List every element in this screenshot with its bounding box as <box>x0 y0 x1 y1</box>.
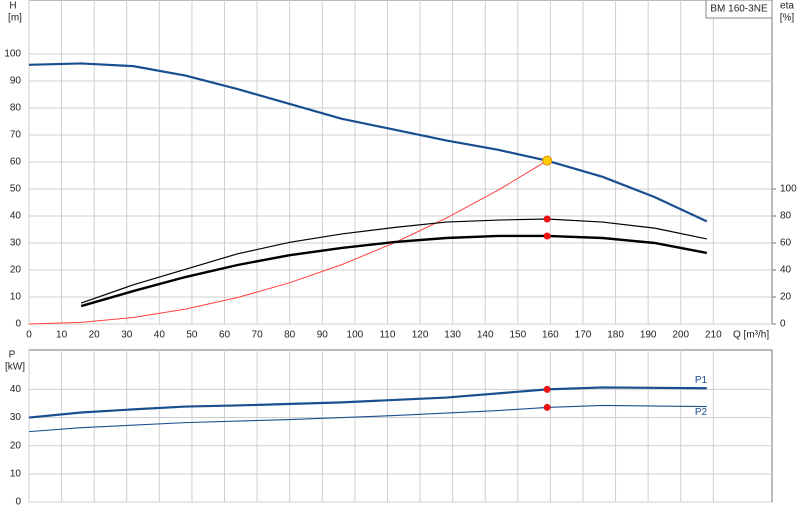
y-tick-label: 20 <box>10 440 22 451</box>
y-tick-label: 60 <box>10 157 22 168</box>
y2-tick-label: 20 <box>780 292 792 303</box>
y-tick-label: 30 <box>10 412 22 423</box>
y-tick-label: 80 <box>10 103 22 114</box>
x-tick-label: 150 <box>509 330 526 341</box>
curve <box>28 404 707 433</box>
y-tick-label: 10 <box>10 292 22 303</box>
x-tick-label: 90 <box>317 330 329 341</box>
x-axis-label: Q [m³/h] <box>733 330 769 341</box>
y-axis-unit: [kW] <box>5 362 25 373</box>
curve <box>80 218 707 304</box>
curve <box>28 62 708 223</box>
x-tick-label: 170 <box>575 330 592 341</box>
x-tick-label: 20 <box>89 330 101 341</box>
x-tick-label: 60 <box>219 330 231 341</box>
curve <box>80 234 708 308</box>
y2-axis-unit: [%] <box>780 13 795 24</box>
y-tick-label: 50 <box>10 184 22 195</box>
y2-axis-label: eta <box>780 1 794 12</box>
series-label: P1 <box>695 375 708 386</box>
y-tick-label: 70 <box>10 130 22 141</box>
x-tick-label: 130 <box>444 330 461 341</box>
y2-tick-label: 0 <box>780 319 786 330</box>
operating-point <box>543 403 551 411</box>
x-tick-label: 190 <box>640 330 657 341</box>
x-tick-label: 210 <box>705 330 722 341</box>
x-tick-label: 100 <box>347 330 364 341</box>
x-tick-label: 70 <box>252 330 264 341</box>
y-axis-label: P <box>9 350 16 361</box>
y2-tick-label: 100 <box>780 184 797 195</box>
operating-point <box>542 155 553 166</box>
x-tick-label: 50 <box>186 330 198 341</box>
y-tick-label: 40 <box>10 211 22 222</box>
x-tick-label: 110 <box>379 330 395 341</box>
y-axis-label: H <box>9 1 16 12</box>
plot-area <box>28 349 773 503</box>
y2-tick-label: 40 <box>780 265 792 276</box>
curve <box>28 386 707 419</box>
y-axis-unit: [m] <box>8 13 22 24</box>
x-tick-label: 160 <box>542 330 559 341</box>
y-tick-label: 0 <box>15 319 21 330</box>
y-tick-label: 0 <box>15 497 21 508</box>
y2-tick-label: 60 <box>780 238 792 249</box>
chart-title: BM 160-3NE <box>710 4 768 15</box>
series-label: P2 <box>695 407 708 418</box>
x-tick-label: 30 <box>121 330 133 341</box>
operating-point <box>543 232 551 240</box>
y-tick-label: 30 <box>10 238 22 249</box>
operating-point <box>543 385 551 393</box>
y2-tick-label: 80 <box>780 211 792 222</box>
x-tick-label: 80 <box>284 330 296 341</box>
y-tick-label: 90 <box>10 76 22 87</box>
x-tick-label: 40 <box>154 330 166 341</box>
x-tick-label: 0 <box>26 330 32 341</box>
y-tick-label: 100 <box>4 49 21 60</box>
y-tick-label: 40 <box>10 384 22 395</box>
x-tick-label: 180 <box>607 330 624 341</box>
operating-point <box>543 215 551 223</box>
x-tick-label: 10 <box>56 330 68 341</box>
y-tick-label: 10 <box>10 468 22 479</box>
x-tick-label: 140 <box>477 330 494 341</box>
title-box <box>705 0 773 19</box>
curve <box>28 160 548 325</box>
x-tick-label: 120 <box>412 330 429 341</box>
y-tick-label: 20 <box>10 265 22 276</box>
x-tick-label: 200 <box>672 330 689 341</box>
